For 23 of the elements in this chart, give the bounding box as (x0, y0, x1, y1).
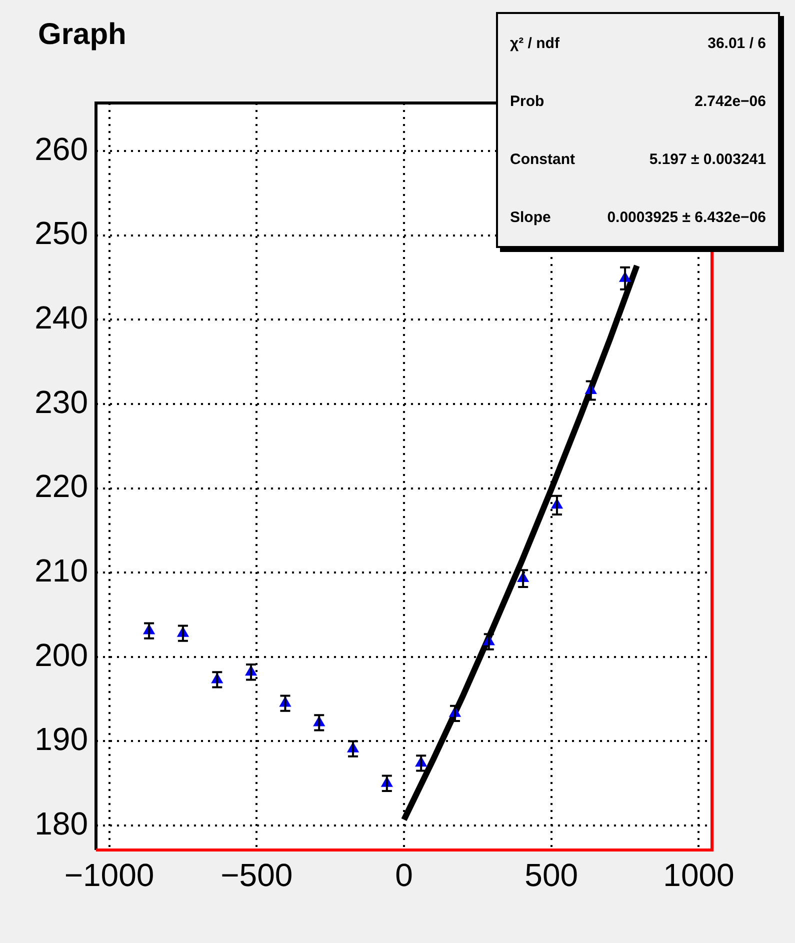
x-tick-label: 500 (524, 857, 578, 894)
y-tick-label: 210 (34, 552, 88, 588)
y-tick-label: 240 (34, 300, 88, 336)
annotation: Constant (510, 150, 575, 168)
annotation: Prob (510, 92, 544, 110)
text: χ² / ndf (510, 34, 560, 52)
y-tick-label: 220 (34, 468, 88, 504)
chart-title: Graph (12, 14, 152, 58)
annotation: 0.0003925 ± 6.432e−06 (607, 208, 766, 226)
y-tick-label: 250 (34, 215, 88, 252)
y-tick-label: 180 (34, 805, 88, 842)
y-tick-label: 190 (34, 721, 88, 758)
x-tick-label: −500 (220, 857, 293, 894)
y-tick-label: 230 (34, 384, 88, 420)
text: 36.01 / 6 (708, 34, 766, 52)
annotation: Slope (510, 208, 551, 226)
x-tick-label: 0 (395, 857, 413, 894)
annotation: 2.742e−06 (694, 92, 766, 110)
y-tick-label: 200 (34, 636, 88, 673)
x-tick-label: −1000 (64, 857, 154, 894)
annotation: 5.197 ± 0.003241 (649, 150, 766, 168)
x-tick-label: 1000 (663, 857, 734, 894)
y-tick-label: 260 (34, 130, 88, 167)
